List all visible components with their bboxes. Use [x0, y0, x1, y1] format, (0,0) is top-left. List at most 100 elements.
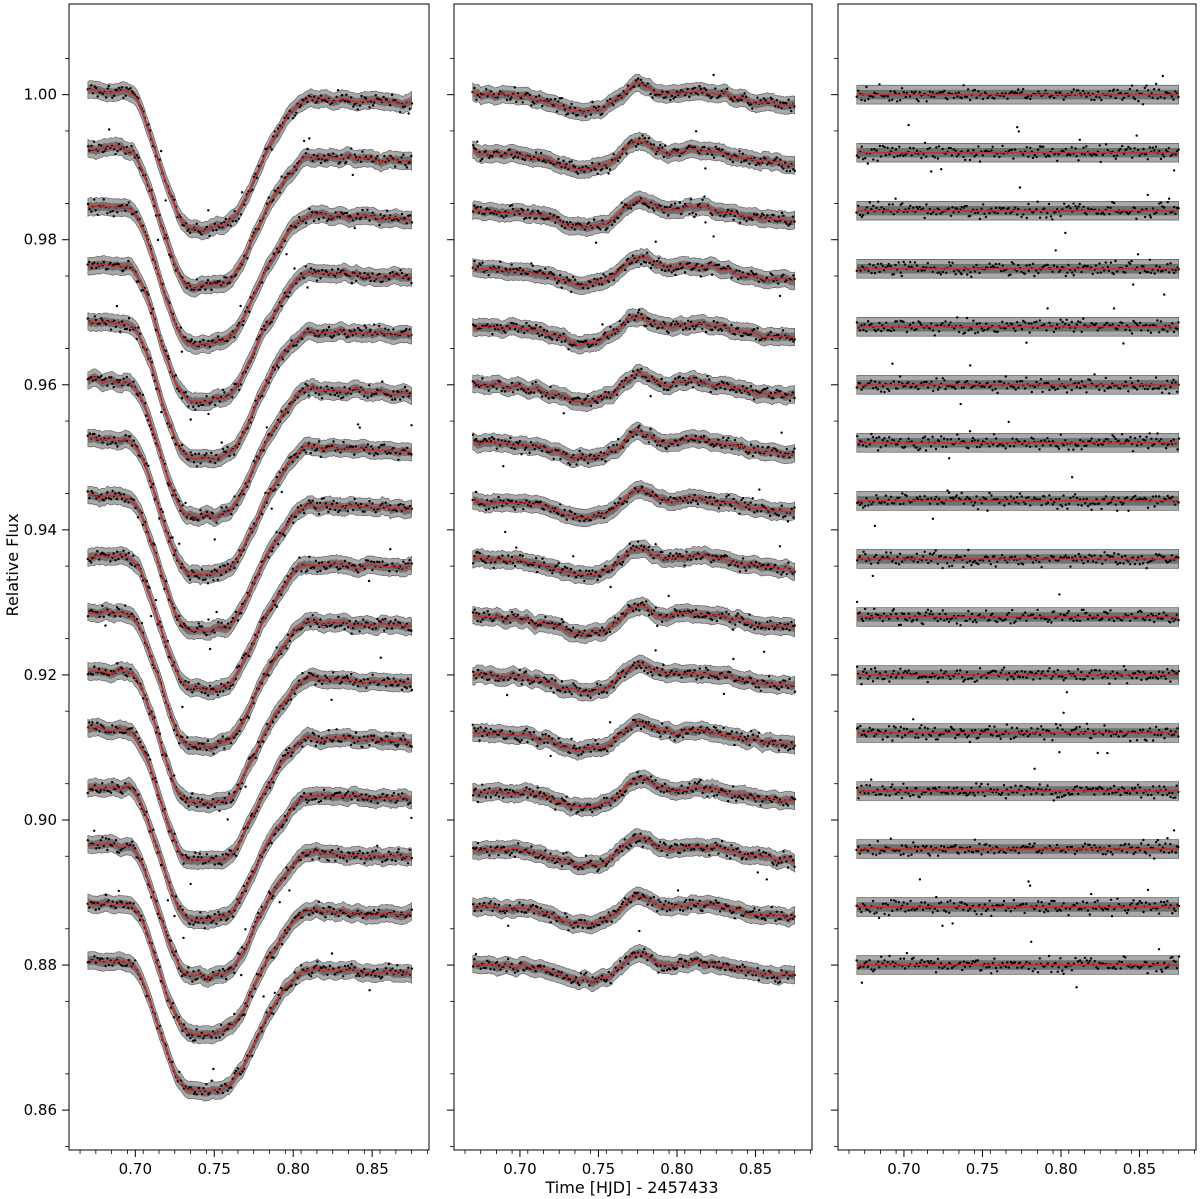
data-point [737, 278, 740, 281]
data-point [633, 85, 636, 88]
data-point [365, 686, 368, 690]
data-point [323, 159, 327, 162]
data-point [635, 433, 638, 436]
data-point [518, 266, 522, 270]
data-point [293, 165, 296, 168]
data-point [113, 436, 116, 439]
data-point [712, 156, 716, 159]
data-point [760, 212, 764, 215]
data-point [476, 93, 479, 97]
data-point [360, 329, 363, 332]
data-point [382, 95, 385, 99]
data-point [262, 740, 265, 743]
data-point [521, 157, 524, 161]
data-point [272, 135, 275, 138]
data-point [222, 1033, 225, 1036]
data-point [346, 510, 349, 513]
data-point [688, 144, 691, 147]
data-point [226, 737, 230, 740]
data-point [104, 96, 108, 99]
data-point [343, 676, 347, 679]
data-point [369, 328, 372, 331]
data-point [107, 731, 111, 734]
data-point [599, 515, 602, 518]
data-point [784, 220, 787, 224]
data-point [342, 734, 345, 738]
data-point [777, 455, 780, 458]
data-point [652, 260, 656, 263]
data-point [185, 286, 189, 289]
data-point [510, 555, 514, 559]
data-point [407, 803, 410, 806]
data-point [383, 214, 386, 218]
data-point [653, 319, 656, 322]
data-point [766, 386, 769, 390]
data-point [505, 98, 509, 102]
data-point [106, 384, 109, 387]
data-point [492, 212, 496, 215]
data-point [640, 262, 643, 266]
data-point [410, 453, 413, 456]
data-point [117, 889, 121, 893]
data-point [740, 499, 743, 502]
data-point [410, 154, 413, 158]
data-point [192, 746, 195, 749]
data-point [509, 98, 512, 101]
data-point [161, 753, 164, 757]
data-point [354, 502, 358, 505]
data-point [242, 827, 246, 830]
data-point [540, 449, 544, 453]
data-point [773, 512, 777, 515]
panel-frame [68, 3, 430, 1151]
data-point [327, 217, 330, 221]
data-point [86, 145, 90, 148]
data-point [625, 500, 628, 504]
data-point [124, 731, 127, 734]
data-point [173, 198, 176, 201]
data-point [517, 330, 520, 333]
data-point [371, 160, 374, 163]
data-point [234, 677, 238, 680]
data-point [199, 911, 202, 914]
data-point [99, 839, 103, 842]
model-line [87, 144, 412, 290]
data-point [746, 101, 750, 105]
data-point [502, 465, 505, 468]
data-point [112, 215, 115, 218]
data-point [661, 146, 664, 149]
data-point [757, 280, 760, 283]
data-point [97, 667, 101, 671]
data-point [301, 968, 304, 971]
data-point [399, 398, 402, 401]
data-point [237, 217, 240, 220]
data-point [286, 575, 289, 578]
data-point [570, 290, 573, 294]
data-point [296, 456, 299, 459]
data-point [410, 688, 414, 692]
data-point [111, 209, 114, 213]
data-point [100, 493, 103, 496]
data-point [233, 971, 236, 974]
data-point [651, 263, 654, 266]
data-point [368, 500, 371, 503]
data-point [777, 333, 780, 337]
data-point [359, 502, 363, 506]
data-point [353, 966, 356, 969]
data-point [683, 322, 687, 325]
data-point [304, 265, 307, 268]
data-point [241, 656, 244, 660]
data-point [712, 445, 715, 448]
data-point [236, 324, 239, 327]
data-point [387, 622, 391, 625]
data-point [410, 281, 413, 285]
data-point [167, 357, 171, 360]
data-point [758, 488, 761, 491]
data-point [223, 564, 226, 567]
curve-light-curves-16 [86, 951, 414, 1102]
data-point [228, 687, 231, 690]
data-point [410, 745, 413, 748]
data-point [121, 964, 124, 968]
data-point [704, 88, 708, 92]
data-point [399, 269, 402, 272]
data-point [667, 498, 670, 501]
